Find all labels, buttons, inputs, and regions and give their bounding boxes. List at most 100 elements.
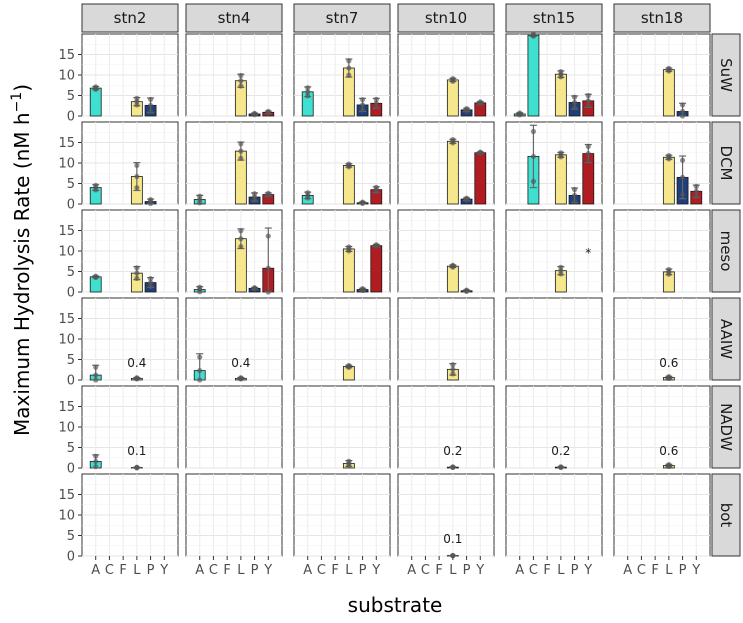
x-tick-label: F [543,563,550,578]
replicate-point [93,377,99,383]
replicate-point [373,189,379,195]
replicate-point [463,288,470,295]
row-strip-AAIW [711,297,741,381]
replicate-point [238,148,244,154]
replicate-point [134,162,140,168]
replicate-point [93,372,99,378]
x-tick-label: A [91,563,100,578]
replicate-point [359,107,366,113]
row-strip-label: bot [717,503,735,528]
replicate-point [571,192,578,198]
replicate-point [530,153,537,160]
y-tick-label: 5 [67,353,75,368]
replicate-point [134,102,140,108]
y-tick-label: 5 [67,177,75,192]
x-tick-label: C [421,563,430,578]
replicate-point [93,274,99,281]
x-tick-label: L [665,563,673,578]
bar-stn7-meso-L [342,248,355,293]
replicate-point [346,72,352,78]
replicate-point [134,270,140,276]
replicate-point [346,364,352,371]
replicate-point [197,200,203,206]
replicate-point [265,193,271,199]
replicate-point [197,377,203,383]
y-axis-title-superscript: −1 [9,92,25,113]
y-tick-label: 5 [67,441,75,456]
replicate-point [679,174,686,180]
replicate-point [305,93,311,99]
replicate-point [359,287,366,294]
replicate-point [359,97,366,103]
column-strip-label: stn7 [326,9,359,27]
replicate-point [477,101,483,107]
replicate-point [147,200,154,207]
x-tick-label: P [679,563,687,578]
replicate-point [585,103,591,109]
y-tick-label: 0 [67,286,75,301]
row-strip-label: meso [717,231,735,272]
replicate-point [558,271,564,277]
value-annotation: 0.4 [231,356,250,370]
replicate-point [251,286,258,292]
x-tick-label: C [105,563,114,578]
replicate-point [305,85,311,91]
y-tick-label: 0 [67,550,75,565]
replicate-point [238,243,244,250]
replicate-point [147,279,154,286]
y-axis-title-close: ) [10,84,34,92]
replicate-point [571,99,578,106]
column-strip-stn7 [293,3,391,33]
replicate-point [585,143,591,149]
x-tick-label: Y [371,563,380,578]
bar-stn18-SuW-L [662,69,675,117]
replicate-point [238,236,244,242]
replicate-point [346,463,352,469]
x-tick-label: A [195,563,204,578]
y-tick-label: 10 [58,421,75,436]
y-tick-label: 0 [67,374,75,389]
x-tick-label: F [119,563,126,578]
replicate-point [93,464,99,470]
marks-layer [89,31,703,559]
replicate-point [693,188,699,194]
value-annotation: 0.6 [659,444,678,458]
replicate-point [238,228,244,234]
replicate-point [558,74,564,80]
replicate-point [463,197,470,203]
x-tick-label: L [449,563,457,578]
x-tick-label: L [557,563,565,578]
replicate-point [346,65,352,71]
x-tick-label: C [637,563,646,578]
replicate-point [147,108,154,114]
y-tick-label: 5 [67,89,75,104]
replicate-point [450,78,456,84]
replicate-point [305,89,311,95]
x-tick-label: P [147,563,155,578]
bar-stn15-DCM-L [554,154,567,205]
replicate-point [134,173,140,180]
y-tick-label: 15 [58,224,75,239]
replicate-point [147,283,154,290]
bar-stn7-DCM-L [342,165,355,205]
replicate-point [666,68,672,74]
replicate-point [265,110,271,116]
row-strip-label: NADW [717,403,735,451]
replicate-point [450,553,456,559]
column-strip-label: stn2 [114,9,147,27]
y-tick-label: 0 [67,462,75,477]
replicate-point [679,113,686,119]
replicate-point [571,186,578,193]
y-tick-label: 5 [67,529,75,544]
replicate-point [197,289,203,295]
bar-stn10-DCM-Y [474,152,487,205]
column-strip-stn18 [613,3,711,33]
replicate-point [450,464,456,471]
y-tick-label: 15 [58,400,75,415]
y-tick-label: 10 [58,509,75,524]
x-tick-label: Y [691,563,700,578]
column-strip-label: stn15 [533,9,575,27]
y-tick-label: 15 [58,488,75,503]
x-tick-label: F [651,563,658,578]
